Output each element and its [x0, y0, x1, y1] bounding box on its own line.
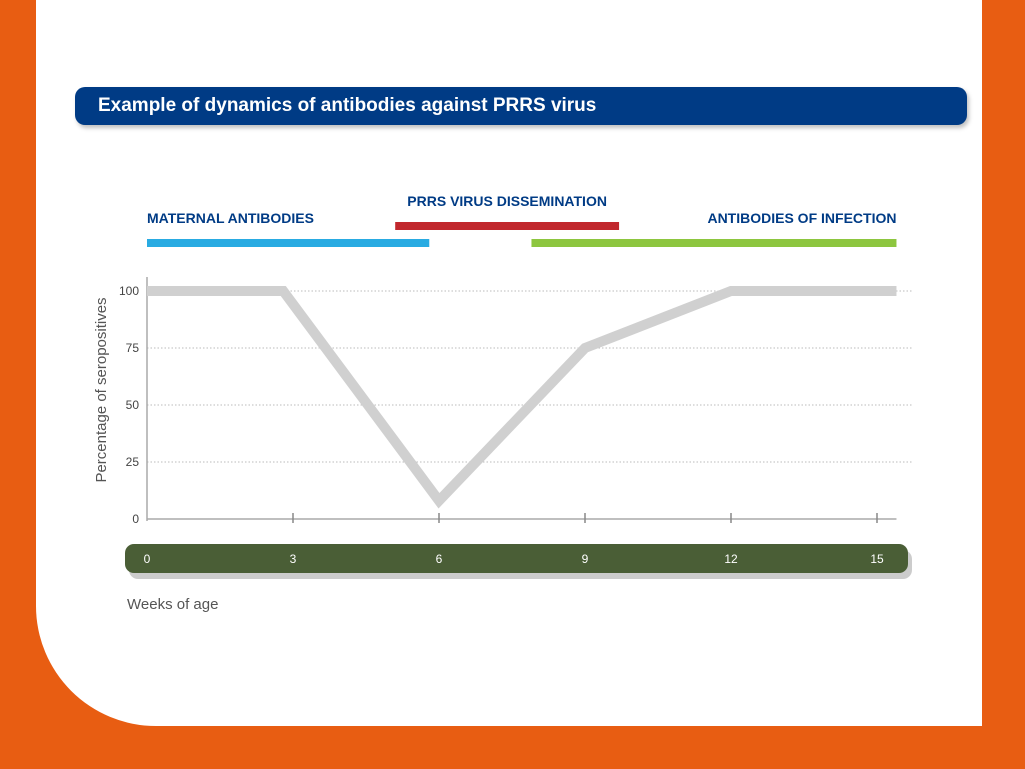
y-tick-label: 50: [126, 398, 140, 412]
x-tick-label: 15: [870, 552, 884, 566]
y-tick-label: 75: [126, 341, 140, 355]
phase-bars: MATERNAL ANTIBODIES PRRS VIRUS DISSEMINAT…: [147, 193, 897, 247]
series: [147, 286, 897, 509]
series-line: [147, 286, 897, 509]
y-axis-title: Percentage of seropositives: [93, 297, 110, 482]
x-band: [125, 544, 908, 573]
phase-bar: [531, 239, 897, 247]
x-tick-label: 0: [144, 552, 151, 566]
phase-bar: [395, 222, 620, 230]
phase-bar: [147, 239, 430, 247]
x-tick-label: 6: [436, 552, 443, 566]
phase-label: PRRS VIRUS DISSEMINATION: [407, 193, 607, 209]
x-axis-title: Weeks of age: [127, 596, 218, 613]
phase-label: ANTIBODIES OF INFECTION: [707, 210, 896, 226]
x-axis-band: 0 3 6 9 12 15: [125, 544, 912, 579]
y-tick-label: 25: [126, 455, 140, 469]
title-bar: Example of dynamics of antibodies agains…: [75, 87, 967, 125]
x-tick-label: 12: [724, 552, 738, 566]
axes: 0 25 50 75 100: [119, 277, 897, 526]
phase-label: MATERNAL ANTIBODIES: [147, 210, 314, 226]
grid-lines: [147, 290, 913, 463]
y-tick-label: 0: [132, 512, 139, 526]
x-tick-label: 3: [290, 552, 297, 566]
y-tick-label: 100: [119, 284, 139, 298]
chart-title: Example of dynamics of antibodies agains…: [98, 95, 597, 116]
x-tick-label: 9: [582, 552, 589, 566]
